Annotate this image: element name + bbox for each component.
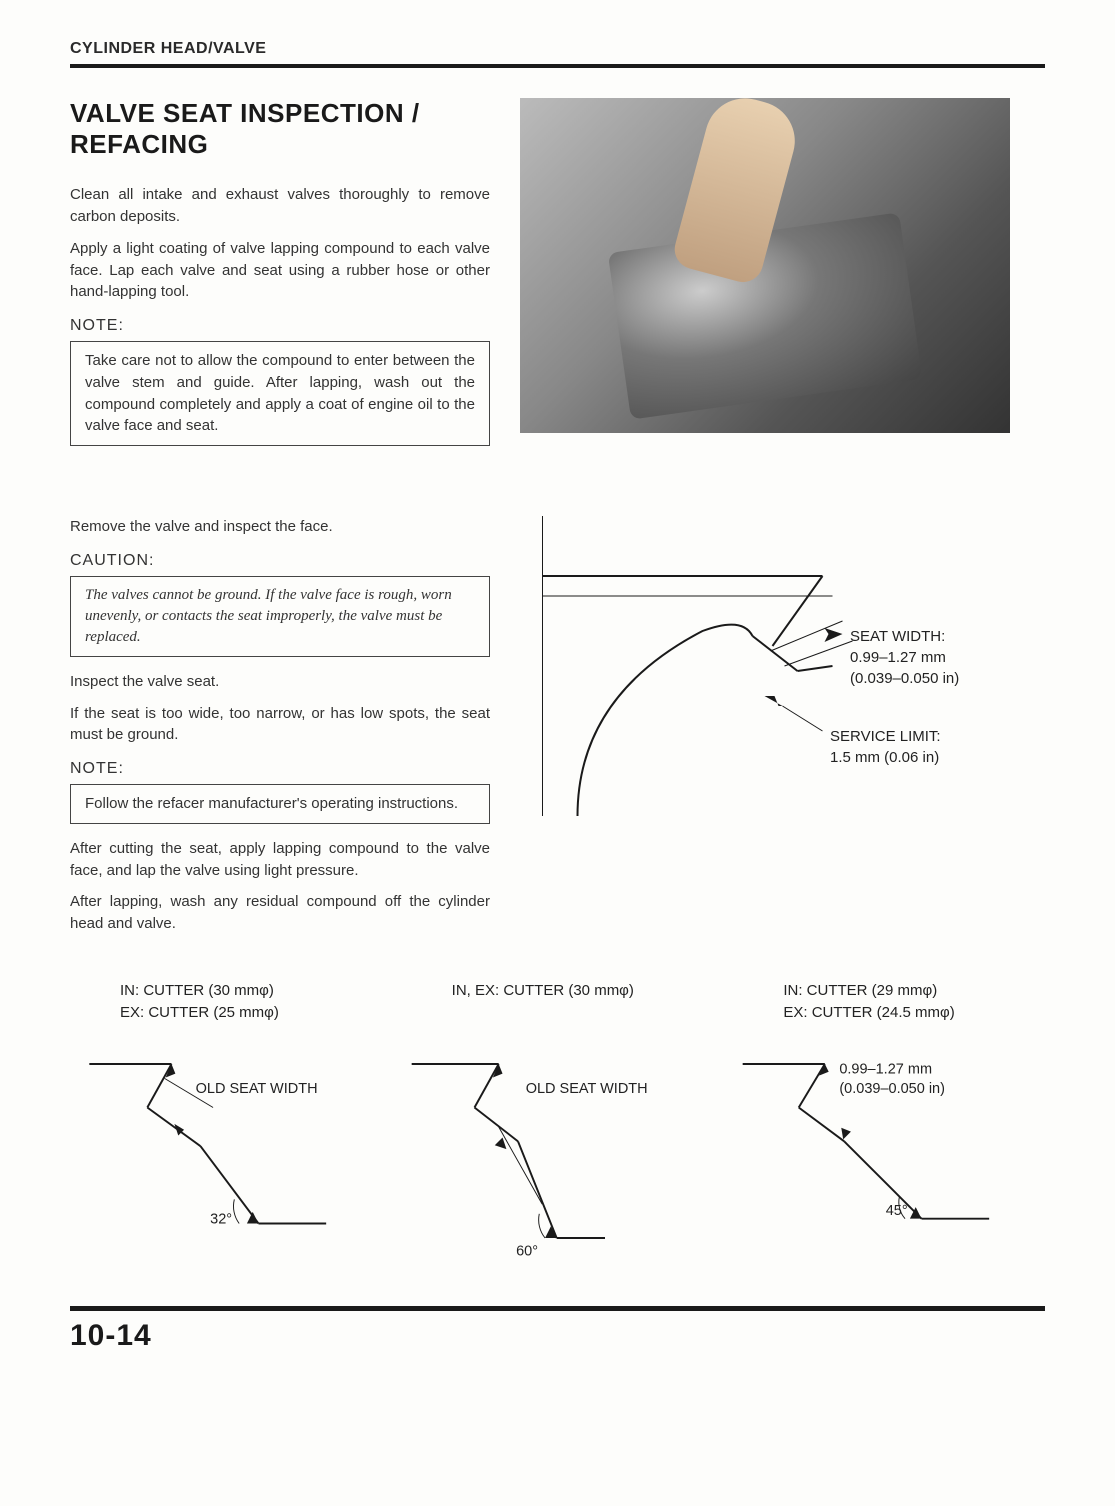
page-number: 10-14 bbox=[70, 1319, 1045, 1353]
note-heading: NOTE: bbox=[70, 317, 490, 335]
cutter2-svg: OLD SEAT WIDTH 60° bbox=[402, 1031, 692, 1271]
section-header: CYLINDER HEAD/VALVE bbox=[70, 40, 1045, 58]
cutter1-line1: IN: CUTTER (30 mmφ) bbox=[120, 982, 274, 999]
cutter2-annot: OLD SEAT WIDTH bbox=[525, 1081, 647, 1097]
paragraph: Apply a light coating of valve lapping c… bbox=[70, 238, 490, 303]
cutter3-angle: 45° bbox=[886, 1203, 908, 1219]
cutter1-svg: OLD SEAT WIDTH 32° bbox=[70, 1031, 360, 1271]
cutter3-line2: EX: CUTTER (24.5 mmφ) bbox=[783, 1004, 954, 1021]
cutter3-annot-in: (0.039–0.050 in) bbox=[840, 1081, 946, 1097]
footer-rule bbox=[70, 1306, 1045, 1311]
seat-width-diagram: SEAT WIDTH: 0.99–1.27 mm (0.039–0.050 in… bbox=[520, 516, 1045, 836]
service-limit-label: SERVICE LIMIT: bbox=[830, 728, 941, 745]
cutter3-svg: 0.99–1.27 mm (0.039–0.050 in) 45° bbox=[733, 1031, 1023, 1271]
paragraph: If the seat is too wide, too narrow, or … bbox=[70, 703, 490, 747]
cutter1-line2: EX: CUTTER (25 mmφ) bbox=[120, 1004, 279, 1021]
caution-heading: CAUTION: bbox=[70, 552, 490, 570]
cutter1-angle: 32° bbox=[210, 1212, 232, 1228]
paragraph: Remove the valve and inspect the face. bbox=[70, 516, 490, 538]
caution-box: The valves cannot be ground. If the valv… bbox=[70, 576, 490, 657]
paragraph: After cutting the seat, apply lapping co… bbox=[70, 838, 490, 882]
cutter2-angle: 60° bbox=[516, 1244, 538, 1260]
seat-diagram-svg bbox=[520, 516, 1045, 836]
cutter3-line1: IN: CUTTER (29 mmφ) bbox=[783, 982, 937, 999]
cutter3-annot-mm: 0.99–1.27 mm bbox=[840, 1062, 933, 1078]
cutter2-line1: IN, EX: CUTTER (30 mmφ) bbox=[452, 982, 634, 999]
seat-width-in: (0.039–0.050 in) bbox=[850, 670, 959, 687]
header-rule bbox=[70, 64, 1045, 68]
seat-width-mm: 0.99–1.27 mm bbox=[850, 649, 946, 666]
valve-lapping-photo bbox=[520, 98, 1010, 433]
page-title: VALVE SEAT INSPECTION / REFACING bbox=[70, 98, 490, 160]
cutter-diagram-32: IN: CUTTER (30 mmφ) EX: CUTTER (25 mmφ) … bbox=[70, 980, 382, 1277]
seat-width-label: SEAT WIDTH: bbox=[850, 628, 945, 645]
cutter-diagram-60: IN, EX: CUTTER (30 mmφ) OLD SEAT WIDTH 6… bbox=[402, 980, 714, 1277]
paragraph: Clean all intake and exhaust valves thor… bbox=[70, 184, 490, 228]
paragraph: After lapping, wash any residual compoun… bbox=[70, 891, 490, 935]
note-heading: NOTE: bbox=[70, 760, 490, 778]
paragraph: Inspect the valve seat. bbox=[70, 671, 490, 693]
note-box: Take care not to allow the compound to e… bbox=[70, 341, 490, 446]
cutter1-annot: OLD SEAT WIDTH bbox=[196, 1081, 318, 1097]
note-box: Follow the refacer manufacturer's operat… bbox=[70, 784, 490, 824]
service-limit-val: 1.5 mm (0.06 in) bbox=[830, 749, 939, 766]
cutter-diagram-45: IN: CUTTER (29 mmφ) EX: CUTTER (24.5 mmφ… bbox=[733, 980, 1045, 1277]
